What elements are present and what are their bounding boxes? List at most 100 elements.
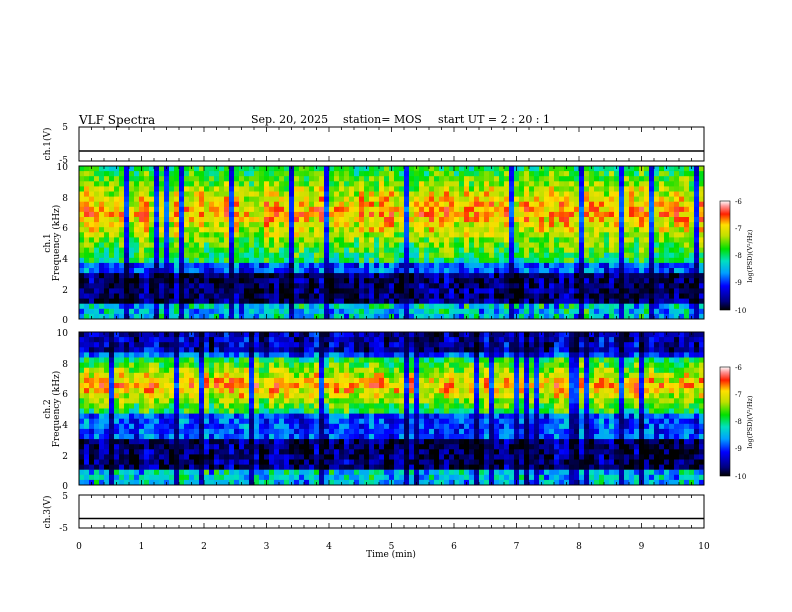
spectrogram-cell [189, 283, 195, 289]
spectrogram-cell [639, 283, 645, 289]
spectrogram-cell [329, 308, 335, 315]
spectrogram-cell [369, 211, 375, 218]
spectrogram-cell [509, 262, 515, 269]
spectrogram-cell [134, 469, 140, 476]
spectrogram-cell [324, 308, 330, 315]
spectrogram-cell [304, 171, 310, 177]
spectrogram-cell [389, 268, 395, 274]
spectrogram-cell [434, 237, 440, 243]
spectrogram-cell [504, 196, 510, 203]
spectrogram-cell [424, 268, 430, 274]
spectrogram-cell [399, 268, 405, 274]
spectrogram-cell [654, 262, 660, 269]
spectrogram-cell [129, 393, 135, 399]
spectrogram-cell [279, 347, 285, 353]
spectrogram-cell [404, 237, 410, 243]
spectrogram-cell [664, 217, 670, 223]
spectrogram-cell [379, 252, 385, 259]
spectrogram-cell [429, 257, 435, 264]
spectrogram-cell [99, 232, 105, 238]
spectrogram-cell [199, 408, 205, 414]
spectrogram-cell [304, 166, 310, 172]
spectrogram-cell [414, 257, 420, 264]
spectrogram-cell [249, 332, 255, 338]
spectrogram-cell [79, 337, 85, 343]
spectrogram-cell [244, 288, 250, 294]
spectrogram-cell [529, 273, 535, 279]
spectrogram-cell [139, 449, 145, 455]
spectrogram-cell [534, 283, 540, 289]
spectrogram-cell [114, 278, 120, 284]
spectrogram-cell [159, 257, 165, 264]
spectrogram-cell [179, 367, 185, 374]
spectrogram-cell [474, 278, 480, 284]
spectrogram-cell [114, 347, 120, 353]
spectrogram-cell [144, 439, 150, 445]
spectrogram-cell [109, 191, 115, 197]
spectrogram-cell [369, 283, 375, 289]
spectrogram-cell [224, 347, 230, 353]
spectrogram-cell [109, 273, 115, 279]
spectrogram-cell [539, 247, 545, 254]
spectrogram-cell [374, 191, 380, 197]
spectrogram-cell [404, 217, 410, 223]
spectrogram-cell [379, 191, 385, 197]
spectrogram-cell [319, 298, 325, 305]
spectrogram-cell [254, 166, 260, 172]
spectrogram-cell [209, 388, 215, 394]
spectrogram-cell [379, 206, 385, 213]
spectrogram-cell [274, 237, 280, 243]
spectrogram-cell [134, 439, 140, 445]
spectrogram-cell [374, 247, 380, 254]
spectrogram-cell [479, 186, 485, 192]
spectrogram-cell [494, 191, 500, 197]
spectrogram-cell [659, 278, 665, 284]
spectrogram-cell [659, 201, 665, 208]
spectrogram-cell [164, 242, 170, 248]
spectrogram-cell [79, 479, 85, 486]
spectrogram-cell [554, 171, 560, 177]
spectrogram-cell [699, 222, 705, 228]
spectrogram-cell [259, 459, 265, 465]
spectrogram-cell [124, 439, 130, 445]
spectrogram-cell [394, 242, 400, 248]
spectrogram-cell [179, 176, 185, 182]
spectrogram-cell [404, 308, 410, 315]
ch1-spectrogram-panel: 10 8 6 4 2 0 ch.1 Frequency (kHz) -6 -7 … [43, 163, 754, 326]
spectrogram-cell [334, 252, 340, 259]
spectrogram-cell [659, 232, 665, 238]
spectrogram-cell [229, 479, 235, 486]
spectrogram-cell [254, 247, 260, 254]
spectrogram-cell [589, 242, 595, 248]
spectrogram-cell [229, 464, 235, 471]
spectrogram-cell [79, 191, 85, 197]
spectrogram-cell [439, 171, 445, 177]
spectrogram-cell [484, 283, 490, 289]
spectrogram-cell [679, 206, 685, 213]
spectrogram-cell [194, 479, 200, 486]
spectrogram-cell [434, 206, 440, 213]
spectrogram-cell [139, 352, 145, 358]
spectrogram-cell [179, 434, 185, 440]
spectrogram-cell [344, 288, 350, 294]
spectrogram-cell [274, 181, 280, 187]
spectrogram-cell [89, 362, 95, 369]
spectrogram-cell [634, 303, 640, 310]
spectrogram-cell [99, 191, 105, 197]
spectrogram-cell [499, 293, 505, 299]
spectrogram-cell [329, 206, 335, 213]
spectrogram-cell [239, 418, 245, 425]
spectrogram-cell [554, 201, 560, 208]
spectrogram-cell [219, 252, 225, 259]
spectrogram-cell [194, 464, 200, 471]
spectrogram-cell [214, 232, 220, 238]
spectrogram-cell [399, 273, 405, 279]
spectrogram-cell [484, 268, 490, 274]
spectrogram-cell [529, 237, 535, 243]
spectrogram-cell [394, 176, 400, 182]
spectrogram-cell [124, 211, 130, 218]
spectrogram-cell [154, 278, 160, 284]
spectrogram-cell [169, 352, 175, 358]
spectrogram-cell [229, 171, 235, 177]
spectrogram-cell [144, 434, 150, 440]
